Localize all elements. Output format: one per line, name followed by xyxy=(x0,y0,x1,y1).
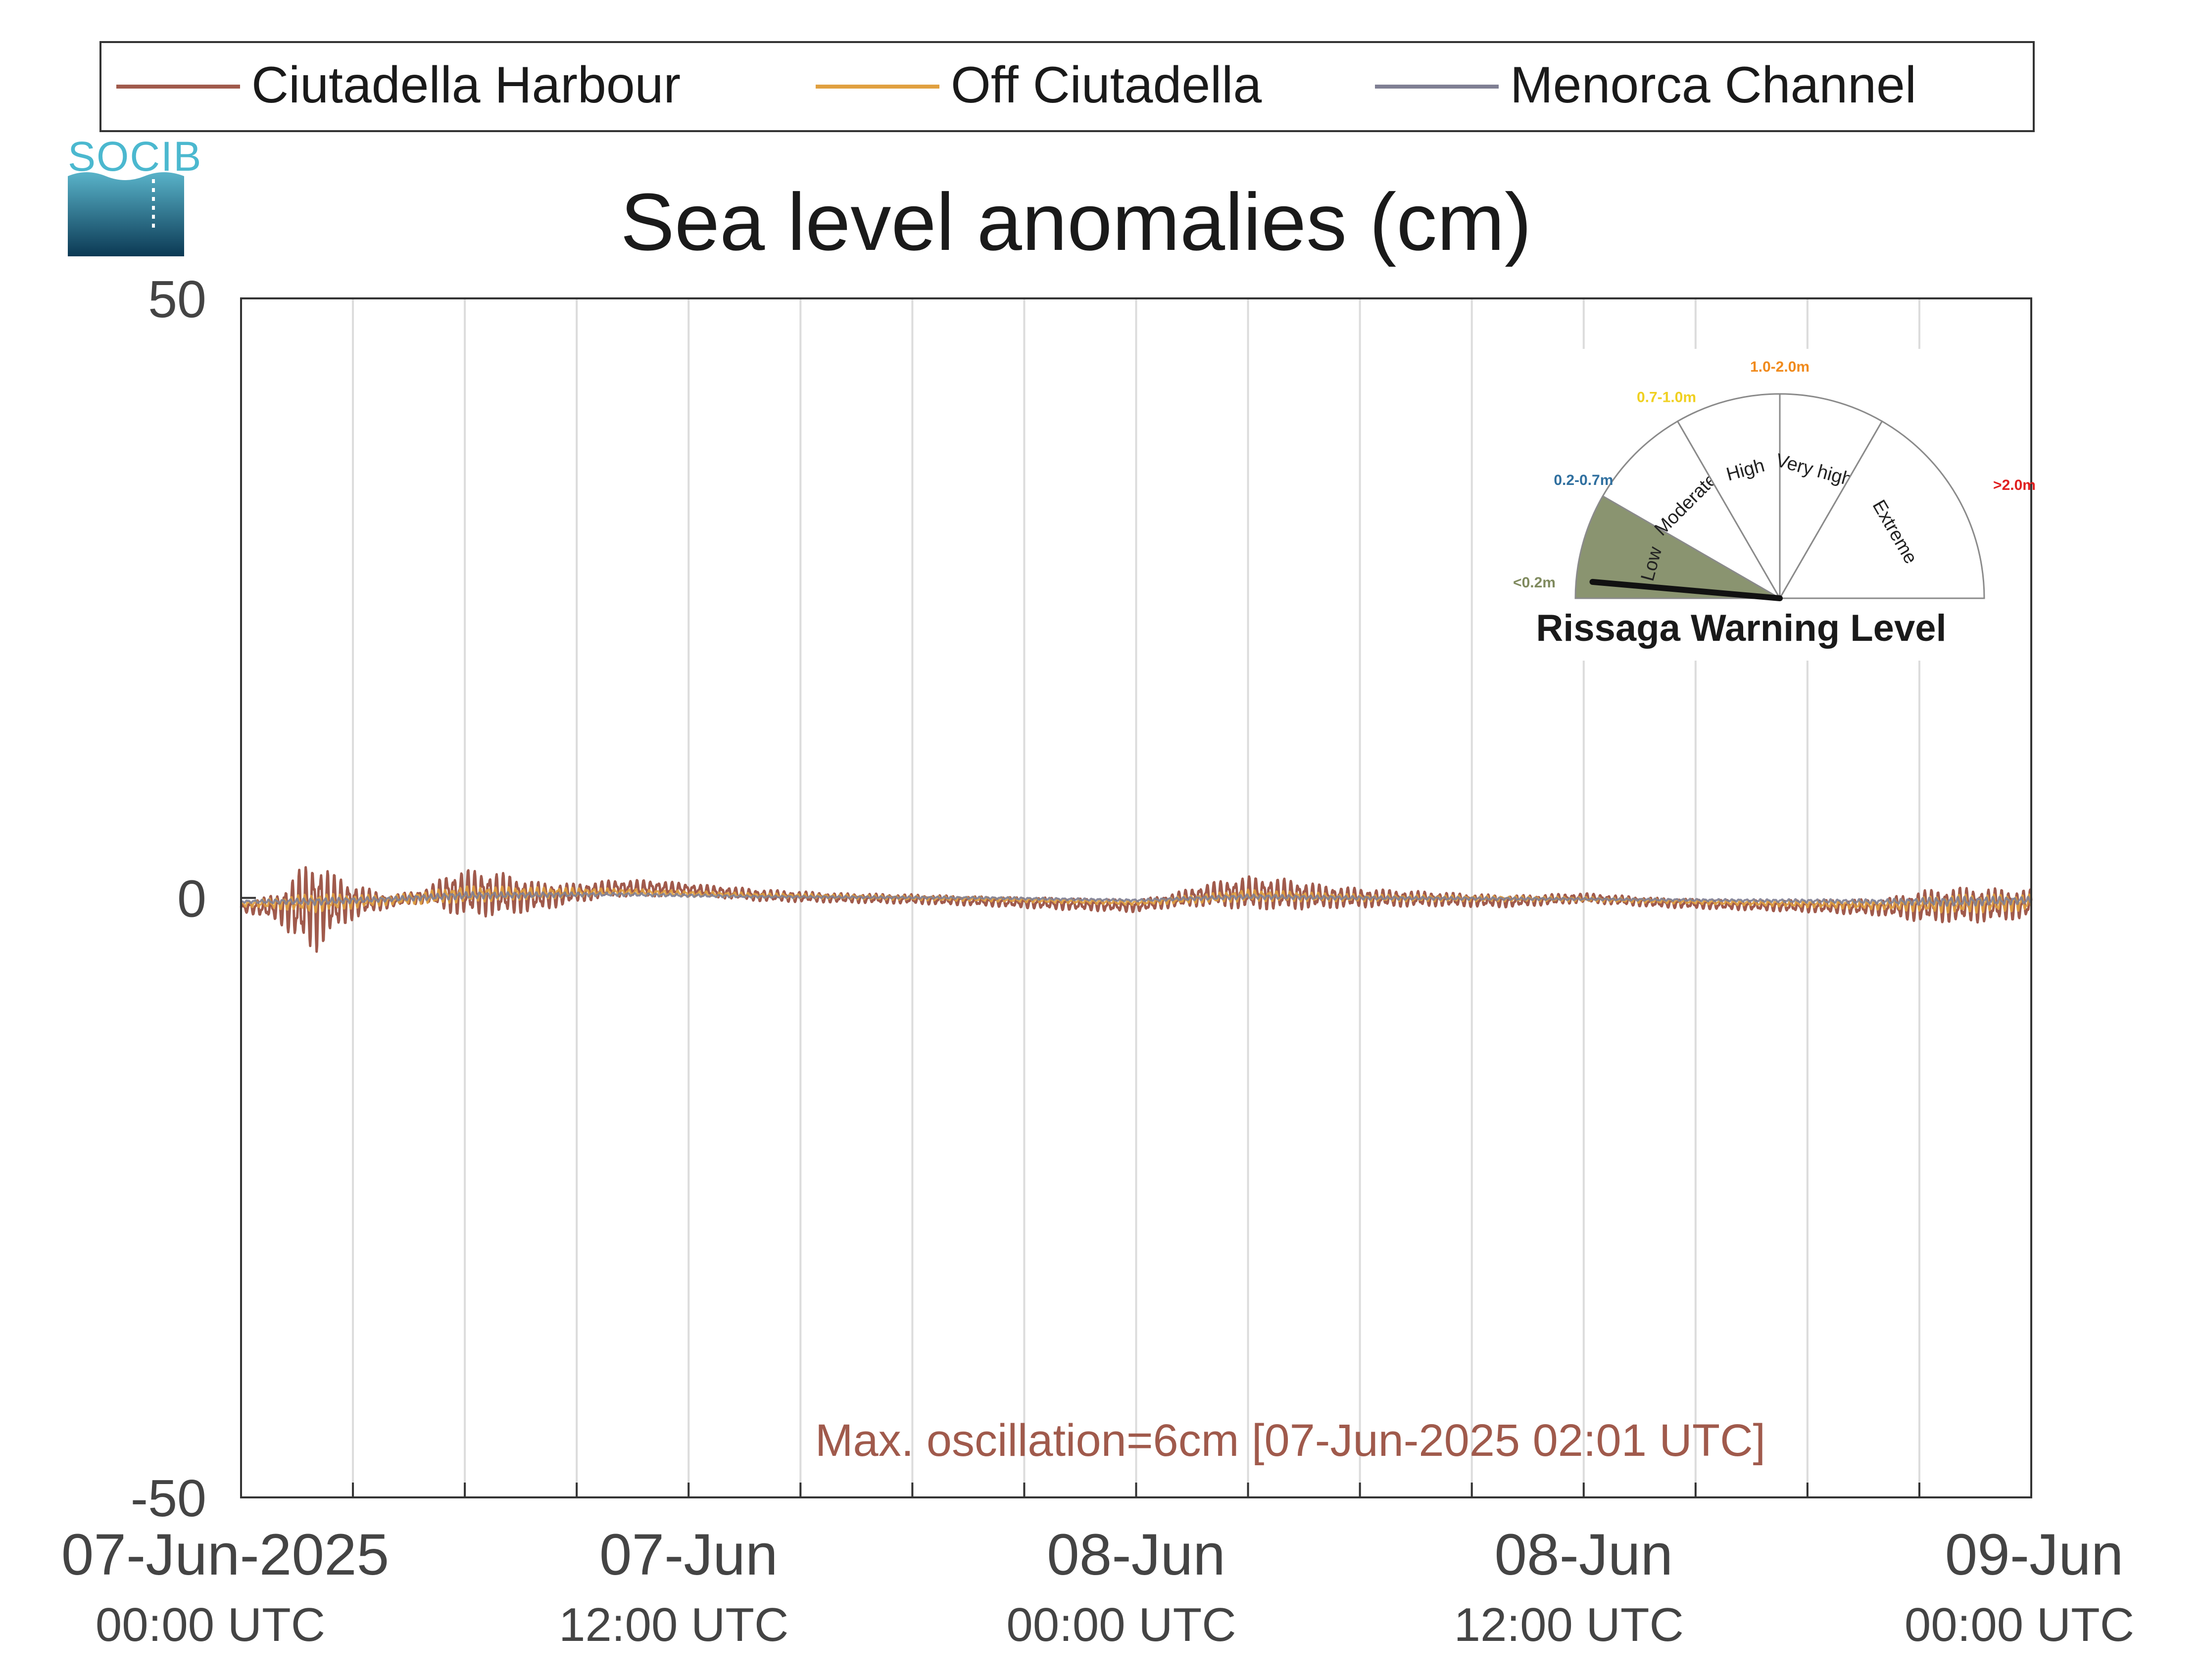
x-tick-date-label: 08-Jun xyxy=(1494,1522,1673,1587)
socib-logo: SOCIB xyxy=(68,133,202,256)
x-tick-date-label: 07-Jun-2025 xyxy=(61,1522,390,1587)
legend-label-off-ciutadella: Off Ciutadella xyxy=(951,56,1262,114)
y-tick-label: 50 xyxy=(148,270,206,329)
gauge-sector-very-high xyxy=(1779,393,1883,601)
x-tick-date-label: 07-Jun xyxy=(599,1522,778,1587)
series-lines xyxy=(240,866,2033,953)
gauge-sector-high xyxy=(1676,393,1781,601)
logo-wave-block xyxy=(68,172,184,256)
legend-label-ciutadella-harbour: Ciutadella Harbour xyxy=(251,56,681,114)
legend-frame xyxy=(99,41,2035,132)
x-tick-date-label: 09-Jun xyxy=(1945,1522,2124,1587)
gauge-range-label: 0.2-0.7m xyxy=(1554,472,1613,488)
gauge-range-label: 0.7-1.0m xyxy=(1637,389,1696,405)
y-tick-label: -50 xyxy=(131,1469,206,1528)
logo-text: SOCIB xyxy=(68,133,202,180)
chart-title: Sea level anomalies (cm) xyxy=(620,177,1531,267)
gauge-sector-moderate xyxy=(1602,420,1782,601)
gauge-sector-extreme xyxy=(1778,420,1985,599)
legend: Ciutadella Harbour Off Ciutadella Menorc… xyxy=(99,41,2035,132)
gauge-needle xyxy=(1589,578,1783,601)
series-line-menorca-channel xyxy=(240,891,2032,907)
x-tick-date-label: 08-Jun xyxy=(1047,1522,1225,1587)
x-tick-time-label: 00:00 UTC xyxy=(1905,1598,2134,1651)
gauge-range-label: 1.0-2.0m xyxy=(1750,359,1810,375)
x-tick-time-label: 00:00 UTC xyxy=(96,1598,325,1651)
gauge-sector-low xyxy=(1574,495,1783,599)
max-oscillation-annotation: Max. oscillation=6cm [07-Jun-2025 02:01 … xyxy=(815,1415,1765,1466)
y-tick-label: 0 xyxy=(177,870,206,928)
x-tick-time-label: 12:00 UTC xyxy=(1454,1598,1684,1651)
gauge-title: Rissaga Warning Level xyxy=(1536,607,1946,649)
gauge-range-label: <0.2m xyxy=(1513,575,1556,591)
legend-label-menorca-channel: Menorca Channel xyxy=(1510,56,1916,114)
x-tick-time-label: 12:00 UTC xyxy=(559,1598,788,1651)
x-tick-time-label: 00:00 UTC xyxy=(1006,1598,1236,1651)
gauge-range-label: >2.0m xyxy=(1993,477,2036,493)
